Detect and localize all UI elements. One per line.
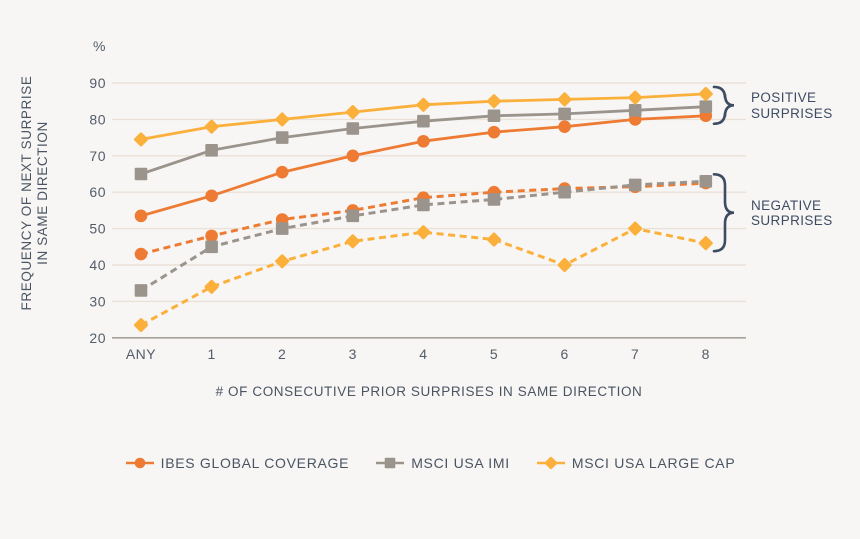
legend-item-ibes-global-coverage: IBES GLOBAL COVERAGE (125, 455, 350, 471)
data-point-negative-diamond (204, 279, 219, 294)
y-tick-label: 90 (89, 75, 106, 91)
data-point-negative-square (346, 209, 360, 223)
legend-square (384, 457, 396, 469)
legend-label: MSCI USA LARGE CAP (571, 455, 736, 471)
y-tick-label: 80 (89, 111, 106, 127)
data-point-positive-square (558, 107, 571, 121)
positive-surprises-line1: POSITIVE (751, 90, 817, 106)
data-point-positive-circle (558, 120, 571, 133)
data-point-negative-square (205, 240, 218, 254)
x-tick-label: 2 (278, 346, 286, 362)
data-point-positive-square (417, 114, 430, 128)
data-point-positive-diamond (486, 94, 502, 109)
legend-label: IBES GLOBAL COVERAGE (160, 455, 350, 471)
data-point-positive-circle (134, 209, 148, 223)
x-tick-label: 8 (702, 346, 710, 362)
circle-marker-icon (125, 457, 154, 469)
data-point-positive-diamond (416, 97, 431, 112)
data-point-positive-diamond (204, 119, 219, 134)
negative-surprises-label: NEGATIVE SURPRISES (751, 198, 833, 229)
data-point-positive-square (699, 100, 713, 113)
y-tick-label: 30 (89, 293, 106, 309)
data-point-positive-circle (487, 125, 501, 139)
data-point-positive-square (275, 131, 289, 144)
data-point-negative-diamond (133, 318, 149, 333)
diamond-marker-icon (536, 456, 565, 470)
y-tick-label: 40 (89, 257, 106, 273)
x-axis-title: # OF CONSECUTIVE PRIOR SURPRISES IN SAME… (215, 384, 643, 399)
y-tick-label: 60 (89, 184, 106, 200)
negative-surprises-line2: SURPRISES (751, 213, 833, 229)
data-point-negative-diamond (345, 234, 360, 249)
legend-label: MSCI USA IMI (411, 455, 510, 471)
x-tick-label: 3 (349, 346, 357, 362)
x-tick-label: ANY (126, 346, 156, 362)
series-line-negative-square (140, 179, 706, 292)
y-tick-label: 50 (89, 221, 106, 237)
y-tick-label: 70 (89, 148, 106, 164)
positive-surprises-line2: SURPRISES (751, 105, 833, 121)
x-tick-label: 6 (560, 346, 568, 362)
y-tick-label: 20 (89, 330, 106, 346)
negative-brace (712, 172, 735, 253)
data-point-positive-square (134, 167, 148, 181)
data-point-positive-circle (346, 149, 360, 163)
data-point-negative-diamond (486, 232, 502, 247)
legend-item-msci-usa-imi: MSCI USA IMI (375, 455, 510, 471)
data-point-positive-square (628, 104, 642, 117)
data-point-negative-square (628, 178, 642, 192)
data-point-negative-diamond (275, 254, 290, 269)
data-point-positive-circle (205, 189, 218, 203)
data-point-positive-diamond (698, 86, 713, 101)
data-point-negative-diamond (416, 225, 431, 240)
data-point-positive-diamond (628, 90, 643, 105)
data-point-negative-diamond (698, 236, 713, 251)
data-point-negative-square (699, 174, 713, 188)
y-axis-unit-label: % (93, 38, 106, 54)
data-point-positive-diamond (275, 112, 290, 127)
data-point-positive-diamond (557, 92, 572, 107)
x-tick-label: 4 (419, 346, 427, 362)
series-line-negative-diamond (140, 227, 707, 327)
square-marker-icon (376, 457, 405, 469)
data-point-positive-square (346, 122, 360, 135)
legend-circle (134, 457, 145, 469)
data-point-positive-diamond (345, 105, 360, 120)
positive-brace (712, 85, 735, 126)
data-point-negative-circle (134, 247, 148, 261)
data-point-negative-circle (205, 229, 218, 243)
data-point-negative-square (275, 222, 289, 235)
data-point-negative-diamond (628, 221, 643, 236)
data-point-positive-circle (275, 165, 289, 179)
data-point-negative-diamond (557, 257, 572, 273)
legend-diamond (544, 456, 558, 470)
data-point-positive-square (205, 144, 218, 157)
x-tick-label: 5 (490, 346, 498, 362)
x-tick-label: 7 (631, 346, 639, 362)
positive-surprises-label: POSITIVE SURPRISES (751, 90, 833, 121)
legend-item-msci-usa-large-cap: MSCI USA LARGE CAP (536, 455, 736, 471)
plot-area: % 90 80 70 60 50 40 30 20 ANY 1 2 3 4 5 6 7 8 (89, 38, 746, 362)
data-point-negative-square (417, 198, 430, 212)
data-point-positive-square (487, 109, 501, 123)
legend: IBES GLOBAL COVERAGE MSCI USA IMI MSCI U… (0, 455, 860, 471)
data-point-negative-square (487, 193, 501, 206)
data-point-negative-square (558, 185, 571, 199)
data-point-positive-circle (417, 134, 430, 148)
negative-surprises-line1: NEGATIVE (751, 197, 822, 213)
x-tick-label: 1 (207, 346, 215, 362)
data-point-positive-diamond (133, 132, 149, 147)
data-point-negative-square (134, 284, 148, 297)
